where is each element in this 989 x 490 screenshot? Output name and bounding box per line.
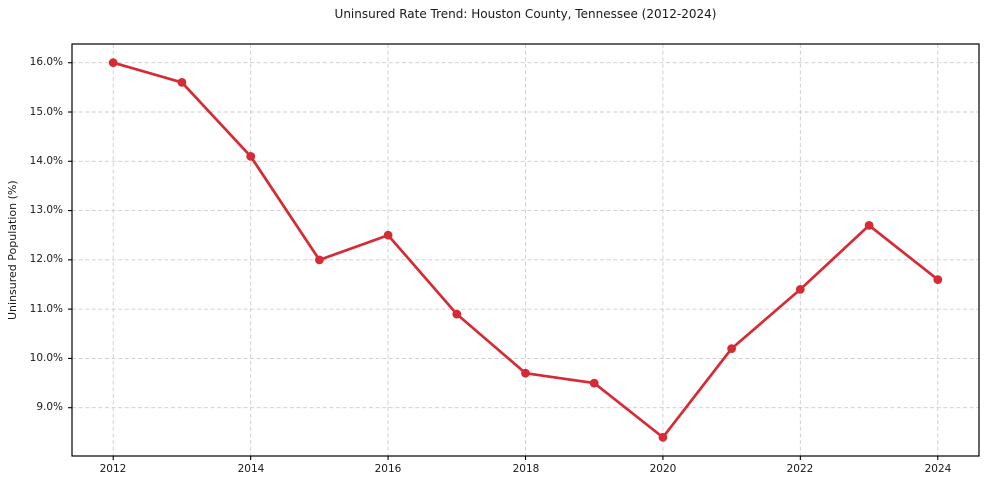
y-tick-label: 16.0% — [29, 56, 63, 68]
data-point — [452, 309, 462, 319]
axes-frame — [71, 43, 980, 457]
x-tick-label: 2020 — [649, 463, 677, 475]
data-point — [108, 58, 118, 68]
y-tick-label: 15.0% — [29, 106, 63, 118]
y-tick-label: 12.0% — [29, 253, 63, 265]
data-point-markers — [108, 58, 943, 442]
data-point — [383, 230, 393, 240]
x-tick-label: 2012 — [99, 463, 127, 475]
x-tick-label: 2016 — [374, 463, 402, 475]
grid-lines — [72, 44, 979, 456]
data-point — [795, 285, 805, 294]
chart-title: Uninsured Rate Trend: Houston County, Te… — [334, 7, 717, 21]
data-point — [727, 344, 736, 353]
data-point — [315, 255, 324, 265]
data-point — [177, 78, 187, 87]
data-point — [864, 221, 874, 230]
data-point — [589, 378, 599, 388]
x-tick-label: 2022 — [786, 463, 814, 475]
y-tick-label: 11.0% — [29, 303, 63, 315]
y-tick-label: 14.0% — [29, 155, 63, 167]
x-tick-label: 2024 — [924, 463, 952, 475]
y-tick-label: 10.0% — [29, 352, 63, 364]
x-tick-label: 2018 — [512, 463, 540, 475]
y-tick-label: 13.0% — [29, 204, 63, 216]
data-point — [246, 152, 256, 161]
data-point — [658, 432, 668, 442]
x-tick-label: 2014 — [237, 463, 265, 475]
data-point — [521, 368, 530, 378]
data-point — [933, 275, 943, 284]
axis-tick-marks — [68, 62, 939, 460]
y-tick-label: 9.0% — [36, 401, 63, 413]
